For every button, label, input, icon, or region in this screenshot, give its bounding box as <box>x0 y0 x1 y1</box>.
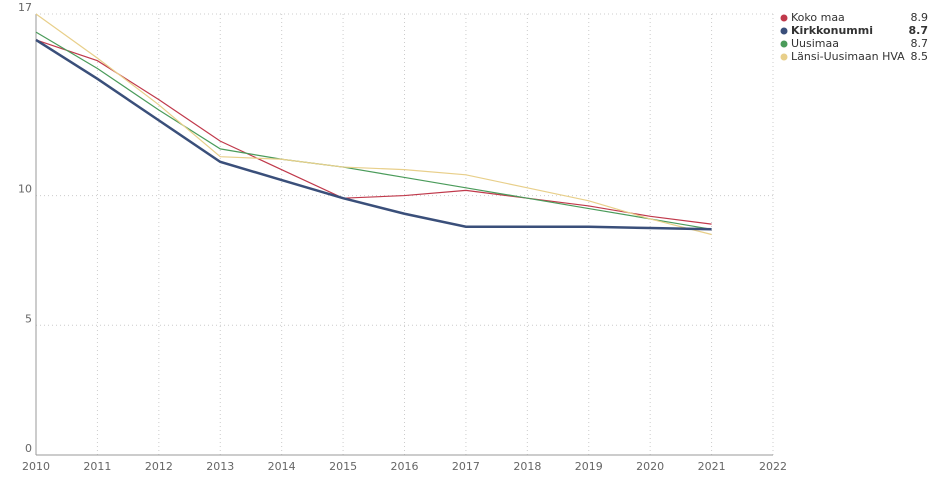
x-tick-label: 2021 <box>698 460 726 473</box>
legend-value: 8.7 <box>911 37 929 50</box>
x-tick-label: 2016 <box>391 460 419 473</box>
x-tick-label: 2019 <box>575 460 603 473</box>
legend-marker <box>780 14 788 22</box>
x-tick-label: 2011 <box>83 460 111 473</box>
series-line <box>35 39 712 225</box>
legend-value: 8.7 <box>909 24 929 37</box>
x-tick-label: 2014 <box>268 460 296 473</box>
x-tick-label: 2012 <box>145 460 173 473</box>
legend-label: Länsi-Uusimaan HVA <box>791 50 905 63</box>
x-tick-label: 2018 <box>513 460 541 473</box>
x-tick-label: 2022 <box>759 460 787 473</box>
legend-label: Uusimaa <box>791 37 839 50</box>
series-line <box>35 38 712 231</box>
legend-value: 8.9 <box>911 11 929 24</box>
legend-value: 8.5 <box>911 50 929 63</box>
legend-label: Koko maa <box>791 11 845 24</box>
y-tick-label: 0 <box>25 442 32 455</box>
y-tick-label: 10 <box>18 183 32 196</box>
series-line <box>35 13 712 236</box>
x-tick-label: 2010 <box>22 460 50 473</box>
y-tick-label: 17 <box>18 1 32 14</box>
y-tick-label: 5 <box>25 312 32 325</box>
x-tick-label: 2020 <box>636 460 664 473</box>
x-tick-label: 2013 <box>206 460 234 473</box>
legend-marker <box>780 40 788 48</box>
legend-marker <box>780 27 788 35</box>
x-tick-label: 2017 <box>452 460 480 473</box>
series-line <box>35 31 712 230</box>
legend-label: Kirkkonummi <box>791 24 873 37</box>
legend-marker <box>780 53 788 61</box>
x-tick-label: 2015 <box>329 460 357 473</box>
